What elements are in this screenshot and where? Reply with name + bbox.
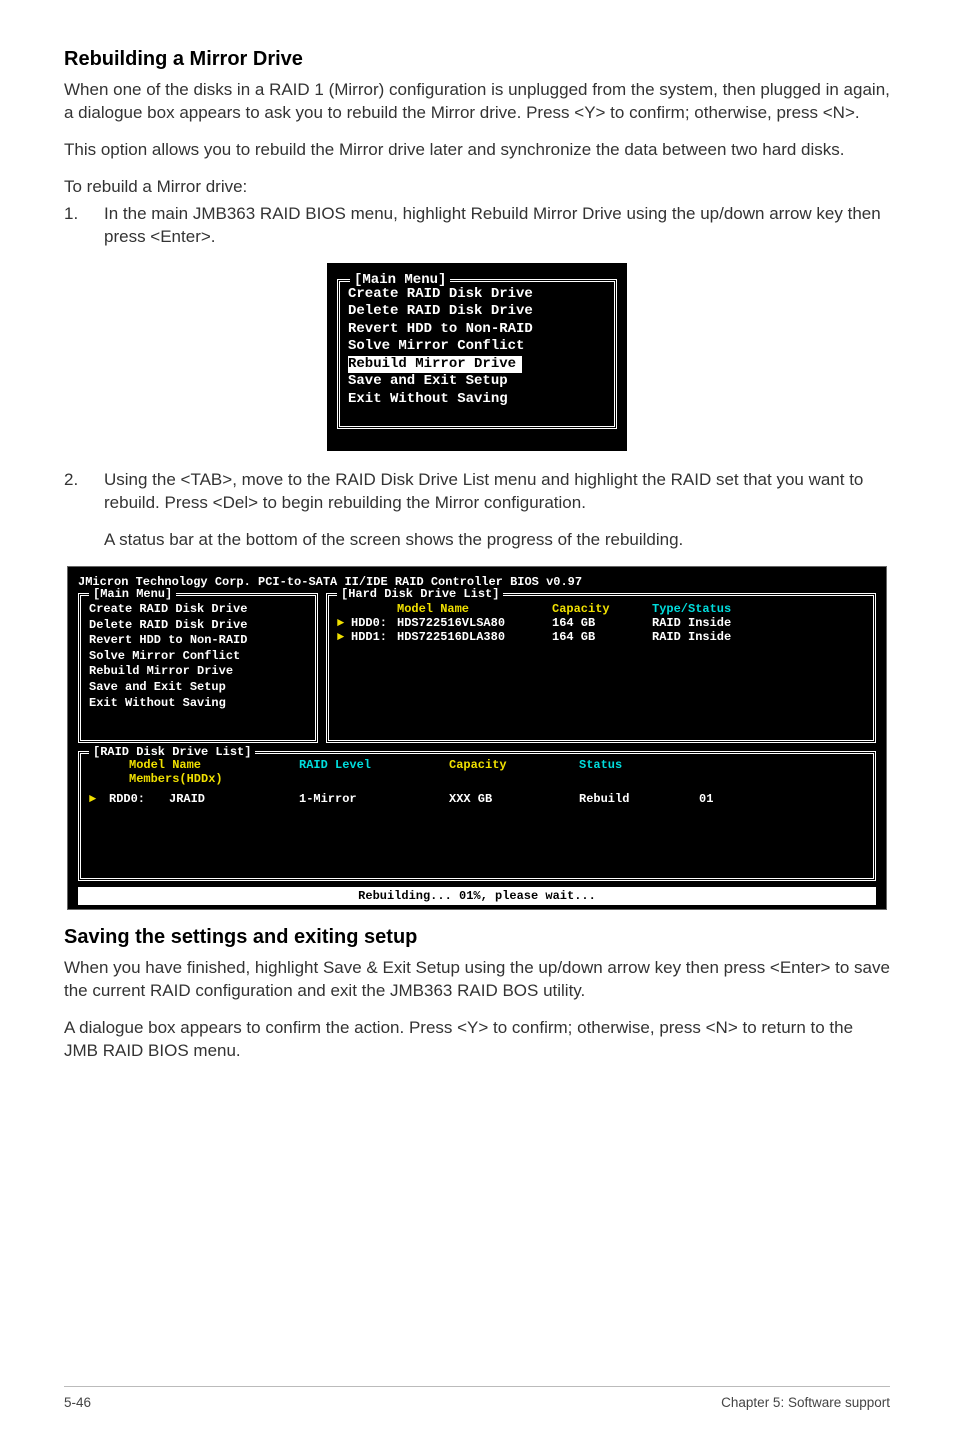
para-save-1: When you have finished, highlight Save &…	[64, 957, 890, 1003]
bios-raid-list-label: [RAID Disk Drive List]	[89, 745, 255, 759]
step-1: 1. In the main JMB363 RAID BIOS menu, hi…	[64, 203, 890, 249]
raid-members: 01	[699, 792, 713, 806]
footer-page-number: 5-46	[64, 1395, 91, 1410]
bios-hdd-list-panel: [Hard Disk Drive List] Model Name Capaci…	[326, 593, 876, 743]
raid-status: Rebuild	[579, 792, 699, 806]
bios-small-item: Save and Exit Setup	[348, 373, 606, 391]
bios-small-item: Delete RAID Disk Drive	[348, 303, 606, 321]
bios-menu-item: Create RAID Disk Drive	[89, 602, 307, 618]
hdd-type: RAID Inside	[652, 616, 772, 630]
para-intro-1: When one of the disks in a RAID 1 (Mirro…	[64, 79, 890, 125]
bios-menu-item: Solve Mirror Conflict	[89, 649, 307, 665]
arrow-icon: ►	[337, 616, 351, 630]
bios-hdd-list-label: [Hard Disk Drive List]	[337, 587, 503, 601]
bios-menu-item: Save and Exit Setup	[89, 680, 307, 696]
bios-main-menu-small: [Main Menu] Create RAID Disk Drive Delet…	[327, 263, 627, 452]
step-1-text: In the main JMB363 RAID BIOS menu, highl…	[104, 203, 890, 249]
raid-header-level: RAID Level	[299, 758, 449, 772]
bios-raid-list-panel: [RAID Disk Drive List] Model Name RAID L…	[78, 751, 876, 881]
hdd-capacity: 164 GB	[552, 630, 652, 644]
para-intro-2: This option allows you to rebuild the Mi…	[64, 139, 890, 162]
hdd-header-model: Model Name	[397, 602, 552, 616]
hdd-prefix: HDD0:	[351, 616, 397, 630]
raid-prefix: RDD0:	[109, 792, 169, 806]
heading-saving: Saving the settings and exiting setup	[64, 926, 890, 949]
raid-members-label: Members(HDDx)	[129, 772, 223, 786]
raid-header-status: Status	[579, 758, 699, 772]
hdd-type: RAID Inside	[652, 630, 772, 644]
bios-menu-item: Delete RAID Disk Drive	[89, 618, 307, 634]
step-2-text: Using the <TAB>, move to the RAID Disk D…	[104, 469, 890, 515]
hdd-header-type: Type/Status	[652, 602, 772, 616]
raid-capacity: XXX GB	[449, 792, 579, 806]
bios-small-title: [Main Menu]	[350, 272, 450, 288]
bios-menu-item: Rebuild Mirror Drive	[89, 664, 307, 680]
arrow-icon: ►	[89, 792, 109, 806]
bios-menu-item: Exit Without Saving	[89, 696, 307, 712]
para-save-2: A dialogue box appears to confirm the ac…	[64, 1017, 890, 1063]
hdd-header-capacity: Capacity	[552, 602, 652, 616]
step-1-number: 1.	[64, 203, 104, 249]
hdd-model: HDS722516VLSA80	[397, 616, 552, 630]
raid-header-model: Model Name	[129, 758, 299, 772]
bios-small-frame: [Main Menu] Create RAID Disk Drive Delet…	[337, 279, 617, 430]
arrow-icon: ►	[337, 630, 351, 644]
bios-small-item: Revert HDD to Non-RAID	[348, 321, 606, 339]
bios-small-item-highlight: Rebuild Mirror Drive	[348, 356, 606, 374]
step-2-number: 2.	[64, 469, 104, 515]
para-intro-3: To rebuild a Mirror drive:	[64, 176, 890, 199]
hdd-prefix: HDD1:	[351, 630, 397, 644]
step-2: 2. Using the <TAB>, move to the RAID Dis…	[64, 469, 890, 515]
bios-small-item: Solve Mirror Conflict	[348, 338, 606, 356]
bios-small-item: Create RAID Disk Drive	[348, 286, 606, 304]
bios-small-item: Exit Without Saving	[348, 391, 606, 409]
bios-raid-screen: JMicron Technology Corp. PCI-to-SATA II/…	[67, 566, 887, 910]
raid-level: 1-Mirror	[299, 792, 449, 806]
bios-status-bar: Rebuilding... 01%, please wait...	[78, 887, 876, 905]
hdd-capacity: 164 GB	[552, 616, 652, 630]
raid-name: JRAID	[169, 792, 299, 806]
step-2-note: A status bar at the bottom of the screen…	[104, 529, 890, 552]
page-footer: 5-46 Chapter 5: Software support	[64, 1386, 890, 1410]
raid-header-capacity: Capacity	[449, 758, 579, 772]
bios-main-menu-panel: [Main Menu] Create RAID Disk Drive Delet…	[78, 593, 318, 743]
bios-main-menu-label: [Main Menu]	[89, 587, 176, 601]
footer-chapter: Chapter 5: Software support	[721, 1395, 890, 1410]
heading-rebuilding: Rebuilding a Mirror Drive	[64, 48, 890, 71]
hdd-model: HDS722516DLA380	[397, 630, 552, 644]
bios-menu-item: Revert HDD to Non-RAID	[89, 633, 307, 649]
